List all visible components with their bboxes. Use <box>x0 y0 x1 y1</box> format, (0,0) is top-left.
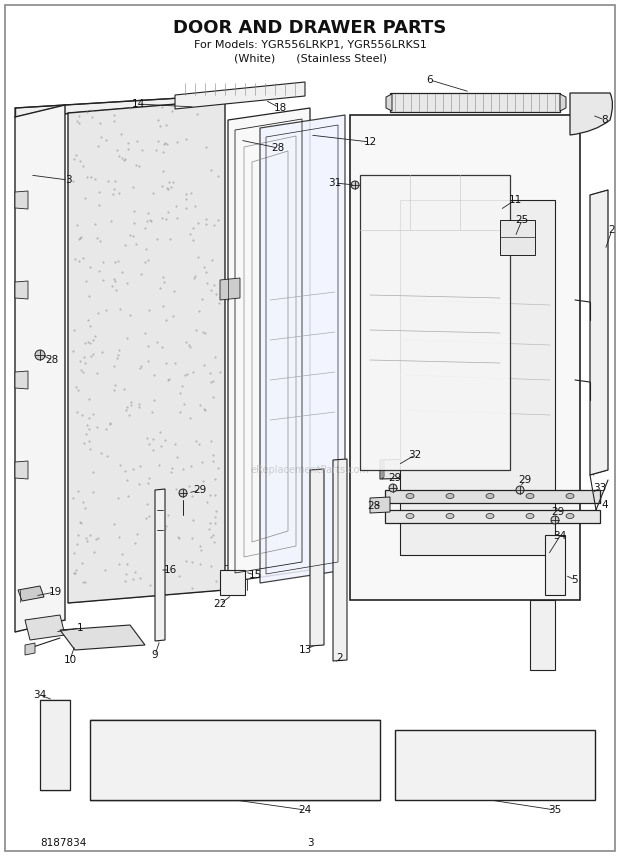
PathPatch shape <box>570 93 613 135</box>
Text: For Models: YGR556LRKP1, YGR556LRKS1: For Models: YGR556LRKP1, YGR556LRKS1 <box>193 40 427 50</box>
Polygon shape <box>386 94 392 111</box>
Text: 6: 6 <box>427 75 433 85</box>
Polygon shape <box>500 220 535 255</box>
Polygon shape <box>380 459 415 479</box>
Polygon shape <box>15 281 28 299</box>
Polygon shape <box>560 94 566 111</box>
Ellipse shape <box>486 514 494 519</box>
Text: 13: 13 <box>298 645 312 655</box>
Circle shape <box>551 516 559 524</box>
Text: 29: 29 <box>388 473 402 483</box>
Text: 34: 34 <box>33 690 46 700</box>
Ellipse shape <box>526 494 534 498</box>
Polygon shape <box>220 278 240 300</box>
Text: eReplacementParts.com: eReplacementParts.com <box>250 465 370 475</box>
Polygon shape <box>15 105 65 632</box>
Polygon shape <box>333 459 347 661</box>
Text: 34: 34 <box>554 531 567 541</box>
Circle shape <box>351 181 359 189</box>
Text: 8187834: 8187834 <box>40 838 86 848</box>
Polygon shape <box>370 497 390 513</box>
Ellipse shape <box>446 514 454 519</box>
Text: 12: 12 <box>363 137 376 147</box>
Polygon shape <box>25 643 35 655</box>
Polygon shape <box>40 700 70 790</box>
Ellipse shape <box>406 494 414 498</box>
Polygon shape <box>220 570 245 595</box>
Polygon shape <box>15 461 28 479</box>
Text: 31: 31 <box>329 178 342 188</box>
Polygon shape <box>385 510 600 523</box>
Circle shape <box>35 350 45 360</box>
Text: 32: 32 <box>409 450 422 460</box>
Text: 18: 18 <box>273 103 286 113</box>
Text: 29: 29 <box>551 507 565 517</box>
Polygon shape <box>155 489 165 641</box>
Text: 2: 2 <box>609 225 615 235</box>
Text: 16: 16 <box>164 565 177 575</box>
Text: 29: 29 <box>193 485 206 495</box>
Text: 4: 4 <box>601 500 608 510</box>
Polygon shape <box>310 469 324 646</box>
Ellipse shape <box>526 514 534 519</box>
Text: 28: 28 <box>272 143 285 153</box>
Text: 14: 14 <box>131 99 144 109</box>
Text: 10: 10 <box>63 655 76 665</box>
Polygon shape <box>228 108 310 582</box>
Polygon shape <box>590 190 608 475</box>
Polygon shape <box>400 200 555 555</box>
Ellipse shape <box>406 514 414 519</box>
Polygon shape <box>382 460 384 479</box>
Ellipse shape <box>566 514 574 519</box>
Polygon shape <box>390 93 560 112</box>
Polygon shape <box>350 115 580 600</box>
Ellipse shape <box>566 494 574 498</box>
Text: 2: 2 <box>337 653 343 663</box>
Polygon shape <box>360 175 510 470</box>
Ellipse shape <box>446 494 454 498</box>
Polygon shape <box>545 535 565 595</box>
Polygon shape <box>395 730 595 800</box>
Polygon shape <box>68 100 225 603</box>
Circle shape <box>179 489 187 497</box>
Text: 8: 8 <box>601 115 608 125</box>
Polygon shape <box>15 95 230 117</box>
Text: 22: 22 <box>213 599 227 609</box>
Polygon shape <box>60 625 145 650</box>
Text: 19: 19 <box>48 587 61 597</box>
Text: 9: 9 <box>152 650 158 660</box>
Text: 28: 28 <box>45 355 59 365</box>
Text: 29: 29 <box>518 475 531 485</box>
Text: 3: 3 <box>64 175 71 185</box>
Text: 25: 25 <box>515 215 529 225</box>
Text: 5: 5 <box>572 575 578 585</box>
Polygon shape <box>530 600 555 670</box>
Text: 28: 28 <box>368 501 381 511</box>
Polygon shape <box>90 720 380 800</box>
Text: (White)      (Stainless Steel): (White) (Stainless Steel) <box>234 53 386 63</box>
Polygon shape <box>385 490 600 503</box>
Polygon shape <box>18 586 44 601</box>
Text: 35: 35 <box>548 805 562 815</box>
Text: 1: 1 <box>77 623 83 633</box>
Polygon shape <box>15 371 28 389</box>
Polygon shape <box>25 615 65 640</box>
Text: 24: 24 <box>298 805 312 815</box>
Circle shape <box>389 484 397 492</box>
Ellipse shape <box>486 494 494 498</box>
Text: 11: 11 <box>508 195 521 205</box>
Text: 33: 33 <box>593 483 606 493</box>
Circle shape <box>516 486 524 494</box>
Polygon shape <box>260 115 345 583</box>
Polygon shape <box>175 82 305 109</box>
Text: 3: 3 <box>307 838 313 848</box>
Text: DOOR AND DRAWER PARTS: DOOR AND DRAWER PARTS <box>174 19 446 37</box>
Text: 15: 15 <box>249 570 262 580</box>
Polygon shape <box>15 191 28 209</box>
